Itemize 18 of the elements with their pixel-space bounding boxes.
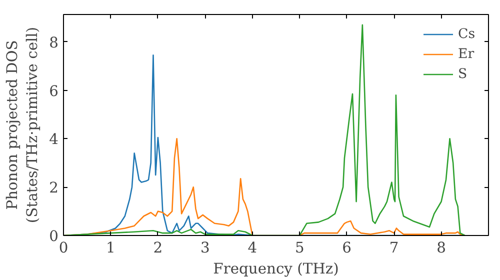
x-tick-label: 5 [294, 240, 304, 256]
x-tick-label: 3 [200, 240, 210, 256]
x-tick-label: 8 [436, 240, 446, 256]
x-axis-title: Frequency (THz) [213, 260, 339, 278]
x-tick-label: 7 [389, 240, 399, 256]
x-tick-label: 4 [248, 240, 258, 256]
y-axis-title: Phonon projected DOS (States/THz·primitive cell) [4, 26, 42, 224]
legend-label: Er [458, 46, 476, 62]
y-tick-label: 4 [49, 131, 59, 148]
y-tick-label: 6 [49, 82, 59, 100]
legend-label: S [458, 66, 468, 82]
x-tick-label: 1 [106, 240, 116, 256]
y-tick-label: 0 [49, 228, 59, 245]
x-tick-label: 2 [153, 240, 163, 256]
x-tick-label: 6 [342, 240, 352, 256]
y-tick-label: 2 [49, 180, 59, 197]
y-tick-label: 8 [49, 34, 59, 52]
legend-label: Cs [458, 26, 476, 42]
